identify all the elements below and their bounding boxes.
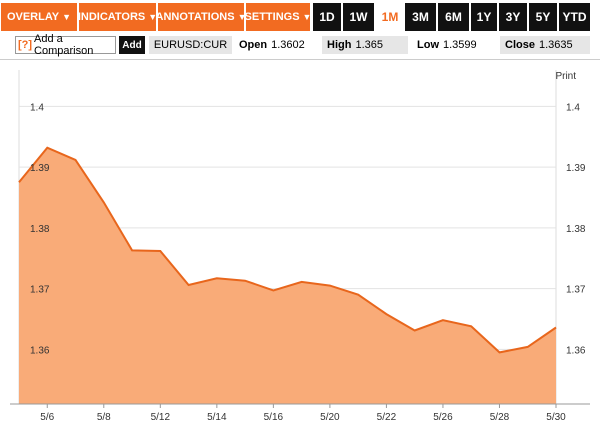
settings-menu-label: SETTINGS xyxy=(244,11,300,23)
close-stat: Close 1.3635 xyxy=(500,36,590,54)
help-icon[interactable]: [?] xyxy=(18,39,33,51)
chevron-down-icon: ▼ xyxy=(62,12,72,22)
overlay-menu-label: OVERLAY xyxy=(6,11,60,23)
indicators-menu-label: INDICATORS xyxy=(77,11,146,23)
high-label: High xyxy=(327,39,352,51)
print-link[interactable]: Print xyxy=(555,71,576,82)
toolbar-divider xyxy=(0,59,600,60)
overlay-menu[interactable]: OVERLAY ▼ xyxy=(1,3,77,31)
chevron-down-icon: ▼ xyxy=(302,12,312,22)
price-area xyxy=(19,147,556,404)
range-3m-button[interactable]: 3M xyxy=(405,3,436,31)
x-tick-label: 5/30 xyxy=(546,412,566,423)
add-comparison-label: Add a Comparison xyxy=(34,33,94,57)
add-button[interactable]: Add xyxy=(119,36,145,54)
x-tick-label: 5/14 xyxy=(207,412,227,423)
y-tick-label-left: 1.39 xyxy=(30,163,50,174)
add-comparison-button[interactable]: [?] Add a Comparison xyxy=(15,33,116,57)
chart-toolbar: OVERLAY ▼ INDICATORS ▼ ANNOTATIONS ▼ SETTIN… xyxy=(0,0,600,34)
high-value: 1.365 xyxy=(355,39,383,51)
low-value: 1.3599 xyxy=(443,39,477,51)
indicators-menu[interactable]: INDICATORS ▼ xyxy=(77,3,158,31)
range-ytd-button[interactable]: YTD xyxy=(559,3,590,31)
range-6m-button[interactable]: 6M xyxy=(438,3,469,31)
range-1y-button[interactable]: 1Y xyxy=(471,3,497,31)
high-stat: High 1.365 xyxy=(322,36,408,54)
open-value: 1.3602 xyxy=(271,39,305,51)
x-tick-label: 5/26 xyxy=(433,412,453,423)
y-tick-label-left: 1.36 xyxy=(30,345,50,356)
settings-menu[interactable]: SETTINGS ▼ xyxy=(244,3,312,31)
y-tick-label-right: 1.36 xyxy=(566,345,586,356)
y-tick-label-right: 1.38 xyxy=(566,224,586,235)
range-1m-button[interactable]: 1M xyxy=(376,3,404,31)
x-tick-label: 5/28 xyxy=(490,412,510,423)
x-tick-label: 5/16 xyxy=(264,412,284,423)
y-tick-label-left: 1.37 xyxy=(30,285,50,296)
range-3y-button[interactable]: 3Y xyxy=(499,3,527,31)
x-tick-label: 5/12 xyxy=(151,412,171,423)
y-tick-label-left: 1.38 xyxy=(30,224,50,235)
comparison-bar: [?] Add a Comparison Add EURUSD:CUR Open 1… xyxy=(0,33,600,58)
y-tick-label-right: 1.37 xyxy=(566,285,586,296)
close-label: Close xyxy=(505,39,535,51)
ticker-symbol: EURUSD:CUR xyxy=(149,36,232,54)
range-5y-button[interactable]: 5Y xyxy=(529,3,557,31)
annotations-menu[interactable]: ANNOTATIONS ▼ xyxy=(155,3,247,31)
y-tick-label-right: 1.39 xyxy=(566,163,586,174)
x-tick-label: 5/22 xyxy=(377,412,397,423)
y-tick-label-right: 1.4 xyxy=(566,102,580,113)
range-1w-button[interactable]: 1W xyxy=(343,3,374,31)
x-tick-label: 5/8 xyxy=(97,412,111,423)
low-label: Low xyxy=(417,39,439,51)
price-line xyxy=(18,146,557,354)
x-tick-label: 5/20 xyxy=(320,412,340,423)
open-stat: Open 1.3602 xyxy=(234,36,320,54)
range-1d-button[interactable]: 1D xyxy=(313,3,341,31)
x-tick-label: 5/6 xyxy=(40,412,54,423)
low-stat: Low 1.3599 xyxy=(412,36,498,54)
open-label: Open xyxy=(239,39,268,51)
chevron-down-icon: ▼ xyxy=(148,12,158,22)
close-value: 1.3635 xyxy=(538,39,573,51)
chevron-down-icon: ▼ xyxy=(237,12,247,22)
y-tick-label-left: 1.4 xyxy=(30,102,44,113)
annotations-menu-label: ANNOTATIONS xyxy=(155,11,235,23)
